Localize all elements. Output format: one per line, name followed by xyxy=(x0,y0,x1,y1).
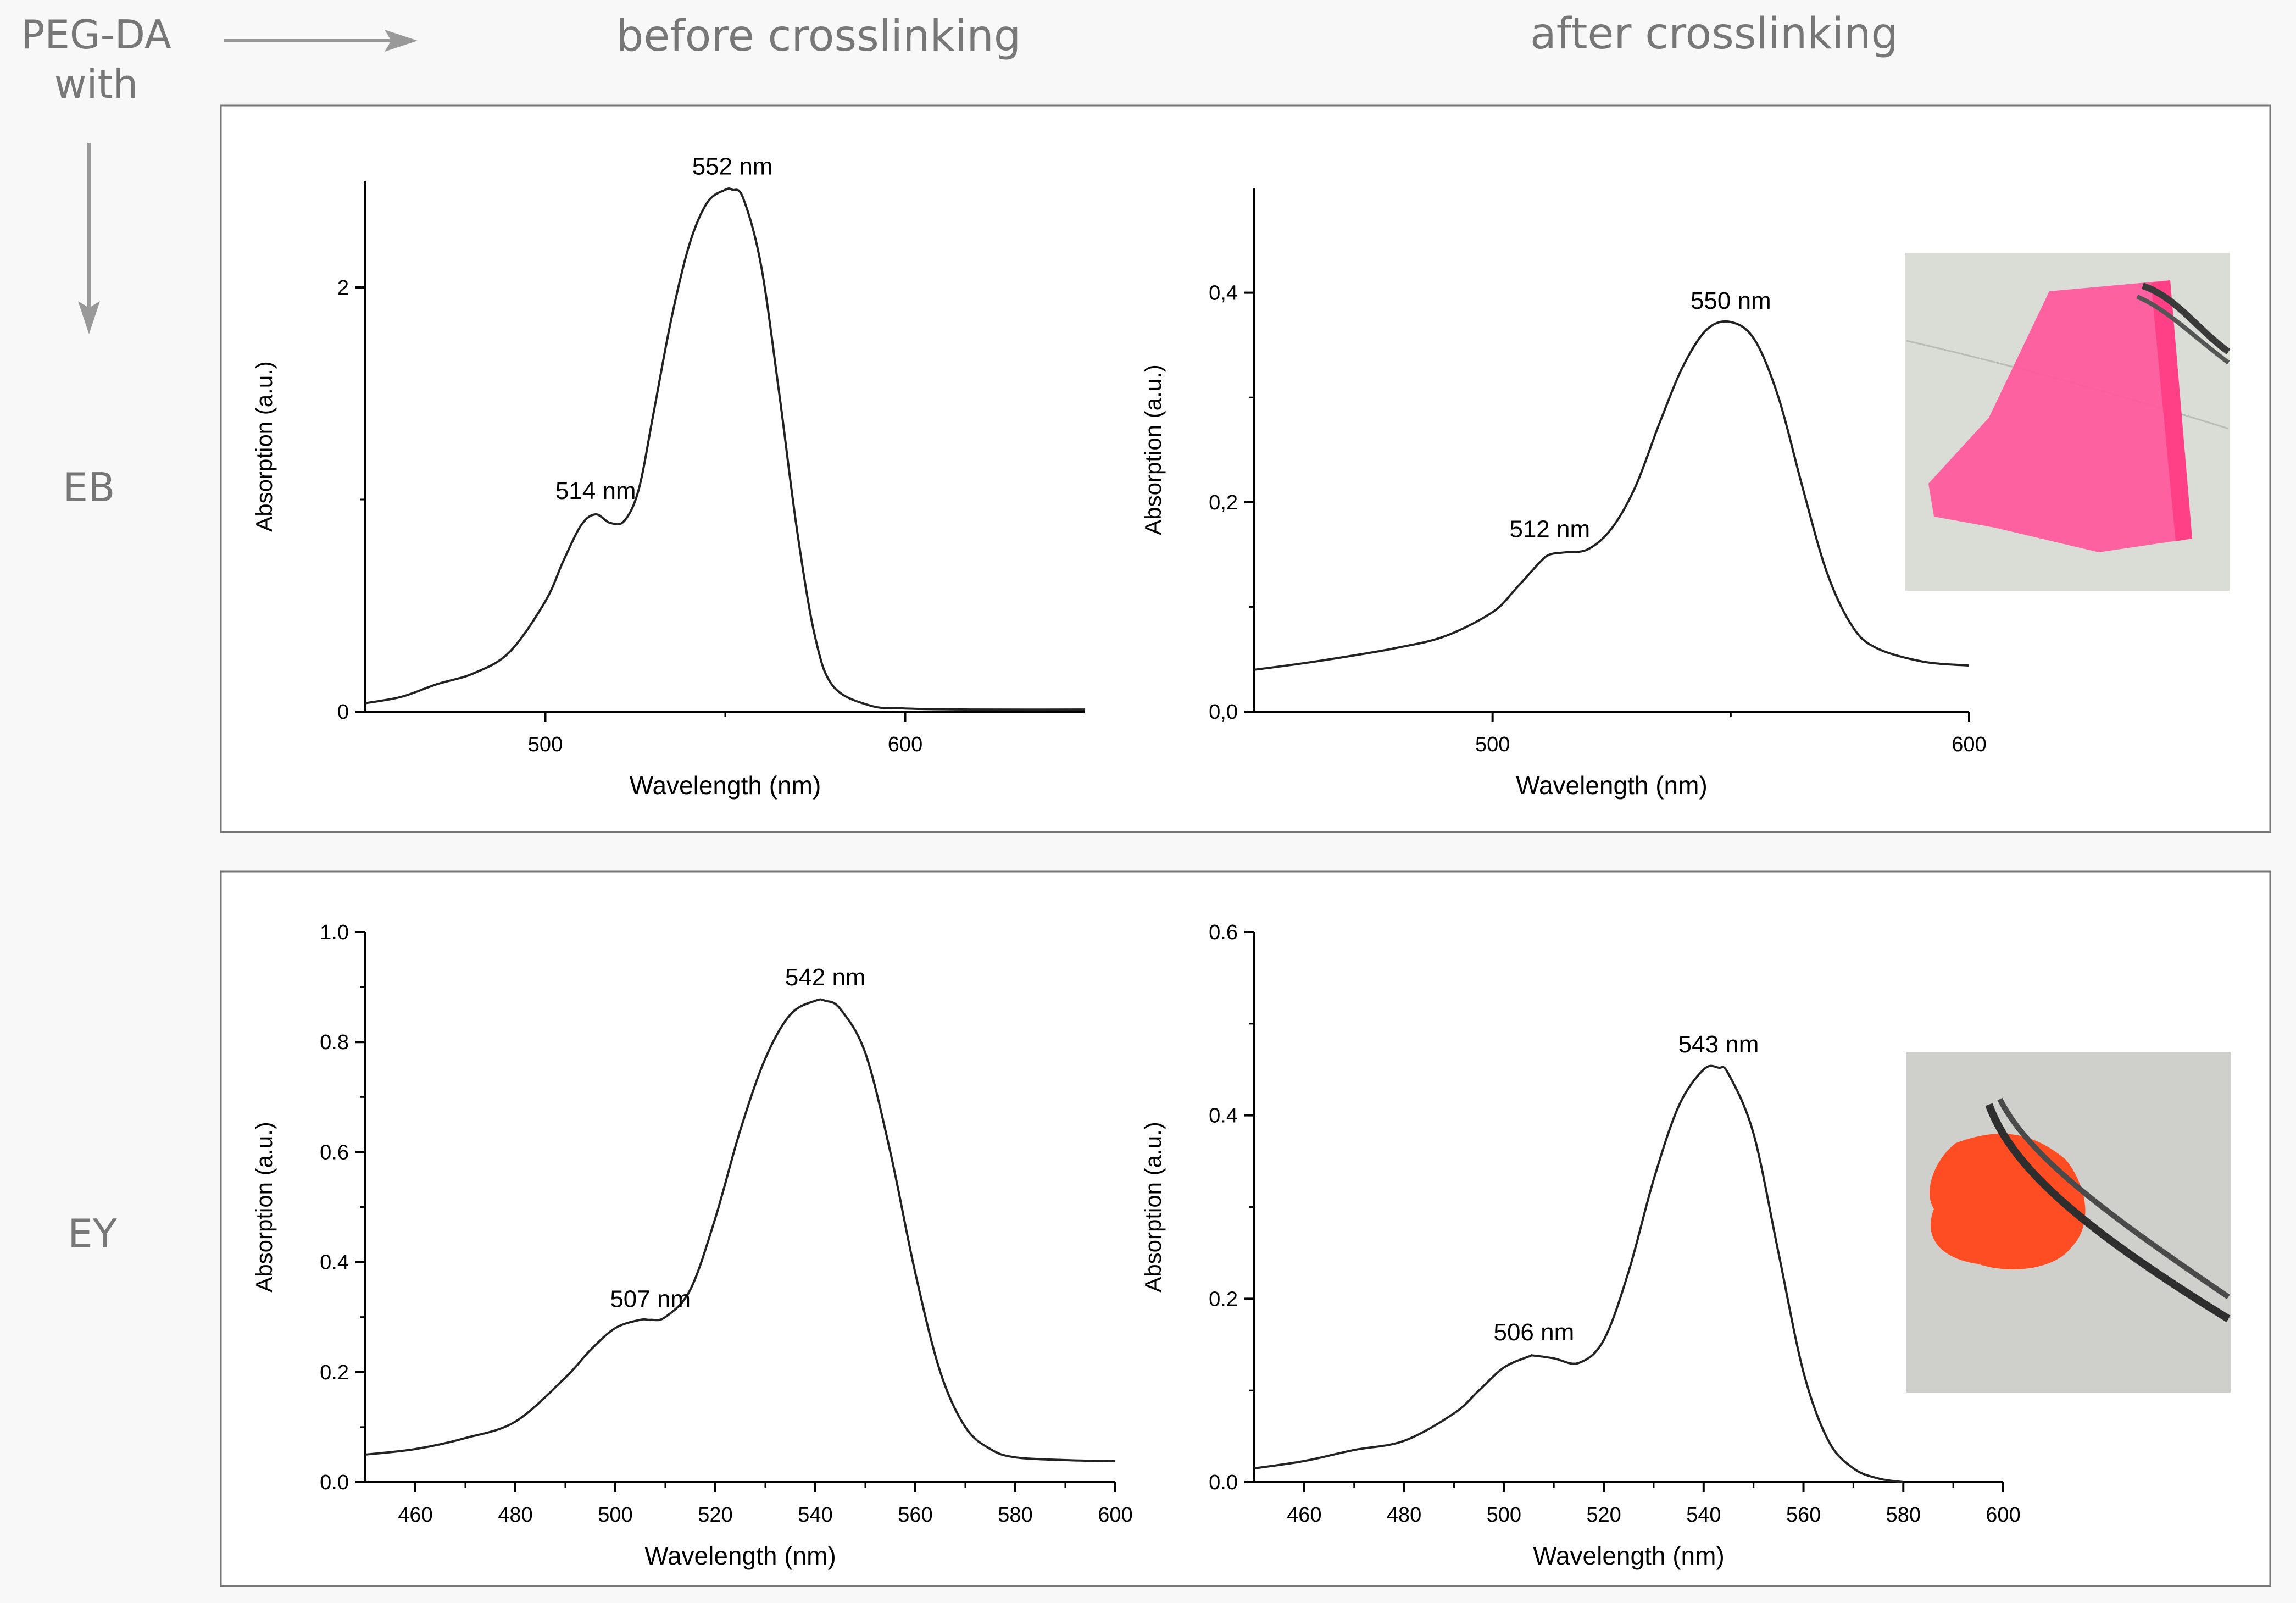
x-tick-label: 560 xyxy=(898,1504,932,1527)
series-line xyxy=(1254,1064,1904,1483)
y-tick-label: 0.2 xyxy=(320,1361,349,1384)
row-label-eb: EB xyxy=(63,464,115,511)
peak-annotation: 514 nm xyxy=(555,478,636,504)
chart-eb-before: 500 600 0 2 Wavelength (nm) Absorption (a.u.)… xyxy=(251,153,1086,800)
right-arrow-icon xyxy=(224,30,418,52)
series-line xyxy=(365,998,1116,1462)
y-tick-label: 0,0 xyxy=(1209,701,1238,724)
chart-ey-after: 460 480 500 520 540 560 580 600 0.0 0.2 0.4 0.6 Wave… xyxy=(1140,921,2021,1570)
corner-label-line2: with xyxy=(54,61,138,107)
y-tick-label: 0.0 xyxy=(320,1471,349,1494)
x-tick-label: 460 xyxy=(398,1504,432,1527)
chart-eb-after: 500 600 0,0 0,2 0,4 Wavelength (nm) Absorption… xyxy=(1140,188,1987,800)
x-axis-label: Wavelength (nm) xyxy=(644,1541,836,1570)
x-tick-label: 520 xyxy=(698,1504,732,1527)
down-arrow-icon xyxy=(78,143,100,334)
ey-film-shape xyxy=(1930,1134,2086,1269)
peak-annotation: 542 nm xyxy=(785,964,866,991)
column-header-before: before crosslinking xyxy=(616,12,1021,61)
y-tick-label: 0,2 xyxy=(1209,491,1238,514)
x-tick-label: 460 xyxy=(1287,1504,1321,1527)
series-line xyxy=(1254,320,1970,671)
y-tick-label: 2 xyxy=(337,276,349,299)
y-axis-label: Absorption (a.u.) xyxy=(251,361,277,532)
chart-ey-before: 460 480 500 520 540 560 580 600 0.0 0.2 0.4 0.6 0.8 1… xyxy=(251,921,1133,1570)
x-tick-label: 580 xyxy=(1886,1504,1921,1527)
x-tick-label: 480 xyxy=(498,1504,532,1527)
x-tick-label: 600 xyxy=(888,733,922,756)
x-tick-label: 600 xyxy=(1986,1504,2020,1527)
x-tick-label: 500 xyxy=(1475,733,1510,756)
x-tick-label: 540 xyxy=(798,1504,832,1527)
y-tick-label: 0.0 xyxy=(1209,1471,1238,1494)
corner-label-line1: PEG-DA xyxy=(21,12,171,58)
y-tick-label: 0.4 xyxy=(1209,1105,1238,1128)
column-header-after: after crosslinking xyxy=(1530,9,1898,59)
x-axis-label: Wavelength (nm) xyxy=(1516,771,1708,800)
y-tick-label: 0,4 xyxy=(1209,282,1238,305)
y-axis-label: Absorption (a.u.) xyxy=(251,1122,277,1293)
peak-annotation: 552 nm xyxy=(692,153,773,180)
y-tick-label: 0 xyxy=(337,701,349,724)
x-tick-label: 520 xyxy=(1586,1504,1621,1527)
y-tick-label: 0.8 xyxy=(320,1031,349,1054)
x-tick-label: 560 xyxy=(1786,1504,1821,1527)
x-axis-label: Wavelength (nm) xyxy=(1533,1541,1725,1570)
peak-annotation: 550 nm xyxy=(1691,287,1771,314)
peak-annotation: 543 nm xyxy=(1678,1031,1759,1058)
y-tick-label: 0.2 xyxy=(1209,1288,1238,1311)
eb-film-shape xyxy=(1928,280,2192,552)
x-tick-label: 600 xyxy=(1952,733,1986,756)
x-tick-label: 600 xyxy=(1098,1504,1132,1527)
x-tick-label: 500 xyxy=(528,733,563,756)
y-tick-label: 0.6 xyxy=(320,1141,349,1164)
peak-annotation: 507 nm xyxy=(610,1286,691,1313)
y-tick-label: 1.0 xyxy=(320,921,349,944)
x-tick-label: 500 xyxy=(1487,1504,1521,1527)
x-tick-label: 540 xyxy=(1686,1504,1721,1527)
x-tick-label: 580 xyxy=(998,1504,1032,1527)
photo-ey-film xyxy=(1906,1052,2231,1393)
peak-annotation: 506 nm xyxy=(1493,1319,1574,1346)
x-tick-label: 480 xyxy=(1387,1504,1421,1527)
x-tick-label: 500 xyxy=(598,1504,632,1527)
y-tick-label: 0.6 xyxy=(1209,921,1238,944)
peak-annotation: 512 nm xyxy=(1509,515,1590,542)
y-axis-label: Absorption (a.u.) xyxy=(1140,1122,1166,1293)
photo-eb-film xyxy=(1905,253,2231,591)
y-tick-label: 0.4 xyxy=(320,1251,349,1274)
y-axis-label: Absorption (a.u.) xyxy=(1140,364,1166,535)
row-label-ey: EY xyxy=(68,1211,117,1257)
series-line xyxy=(365,187,1086,711)
x-axis-label: Wavelength (nm) xyxy=(630,771,821,800)
